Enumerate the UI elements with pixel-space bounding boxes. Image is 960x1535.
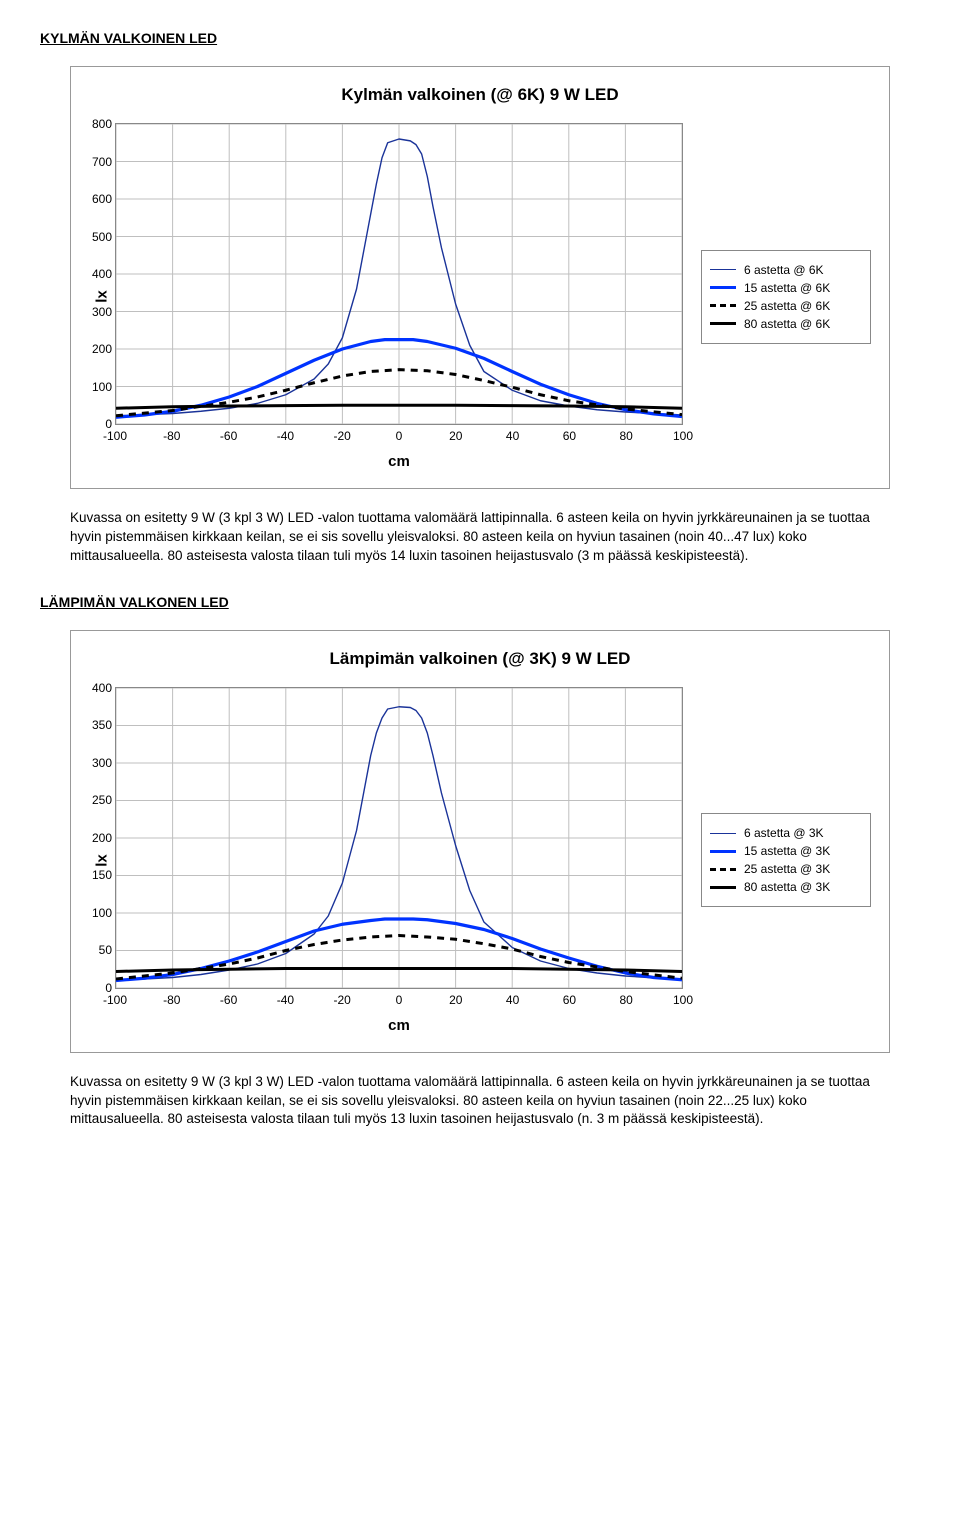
legend: 6 astetta @ 3K 15 astetta @ 3K 25 astetta … xyxy=(701,813,871,907)
legend-item: 80 astetta @ 6K xyxy=(710,317,862,331)
chart-container: Kylmän valkoinen (@ 6K) 9 W LEDlx0100200… xyxy=(70,66,890,489)
legend-item: 80 astetta @ 3K xyxy=(710,880,862,894)
x-tick: 80 xyxy=(620,429,633,443)
y-tick: 150 xyxy=(92,868,112,882)
legend-item: 6 astetta @ 3K xyxy=(710,826,862,840)
section-heading: LÄMPIMÄN VALKONEN LED xyxy=(40,594,920,610)
x-tick: -40 xyxy=(277,993,294,1007)
x-tick: 40 xyxy=(506,993,519,1007)
legend-label: 25 astetta @ 3K xyxy=(744,862,830,876)
chart-svg xyxy=(116,124,682,424)
legend-label: 25 astetta @ 6K xyxy=(744,299,830,313)
y-tick: 400 xyxy=(92,681,112,695)
x-tick: -40 xyxy=(277,429,294,443)
y-tick: 600 xyxy=(92,192,112,206)
x-tick: -100 xyxy=(103,993,127,1007)
caption-text: Kuvassa on esitetty 9 W (3 kpl 3 W) LED … xyxy=(70,509,890,566)
legend-swatch xyxy=(710,868,736,871)
legend-item: 15 astetta @ 6K xyxy=(710,281,862,295)
y-tick: 350 xyxy=(92,718,112,732)
legend-item: 6 astetta @ 6K xyxy=(710,263,862,277)
legend-label: 15 astetta @ 3K xyxy=(744,844,830,858)
chart-title: Kylmän valkoinen (@ 6K) 9 W LED xyxy=(89,85,871,105)
y-tick: 300 xyxy=(92,305,112,319)
legend-swatch xyxy=(710,286,736,289)
legend-box: 6 astetta @ 3K 15 astetta @ 3K 25 astetta … xyxy=(701,813,871,907)
x-tick-labels: -100-80-60-40-20020406080100 xyxy=(115,429,683,447)
legend-label: 80 astetta @ 6K xyxy=(744,317,830,331)
x-tick: 100 xyxy=(673,429,693,443)
legend-swatch xyxy=(710,833,736,834)
legend: 6 astetta @ 6K 15 astetta @ 6K 25 astetta … xyxy=(701,250,871,344)
chart-container: Lämpimän valkoinen (@ 3K) 9 W LEDlx05010… xyxy=(70,630,890,1053)
x-tick: 60 xyxy=(563,429,576,443)
y-tick-labels: 050100150200250300350400 xyxy=(78,688,112,988)
x-tick: 0 xyxy=(396,993,403,1007)
y-tick: 100 xyxy=(92,906,112,920)
section-heading: KYLMÄN VALKOINEN LED xyxy=(40,30,920,46)
legend-label: 15 astetta @ 6K xyxy=(744,281,830,295)
chart-body: lx0100200300400500600700800-100-80-60-40… xyxy=(89,123,871,470)
chart-title: Lämpimän valkoinen (@ 3K) 9 W LED xyxy=(89,649,871,669)
legend-label: 6 astetta @ 6K xyxy=(744,263,824,277)
x-tick: -20 xyxy=(334,429,351,443)
y-tick: 50 xyxy=(99,943,112,957)
x-tick: -80 xyxy=(163,993,180,1007)
x-tick: 80 xyxy=(620,993,633,1007)
legend-item: 25 astetta @ 3K xyxy=(710,862,862,876)
y-tick: 500 xyxy=(92,230,112,244)
x-tick: -60 xyxy=(220,429,237,443)
x-tick: 20 xyxy=(449,993,462,1007)
x-tick: 100 xyxy=(673,993,693,1007)
y-tick: 200 xyxy=(92,831,112,845)
x-tick-labels: -100-80-60-40-20020406080100 xyxy=(115,993,683,1011)
legend-swatch xyxy=(710,304,736,307)
plot-area: 050100150200250300350400 xyxy=(115,687,683,989)
legend-label: 6 astetta @ 3K xyxy=(744,826,824,840)
x-tick: -80 xyxy=(163,429,180,443)
chart-svg xyxy=(116,688,682,988)
legend-swatch xyxy=(710,850,736,853)
x-axis-label: cm xyxy=(115,453,683,470)
y-tick-labels: 0100200300400500600700800 xyxy=(78,124,112,424)
y-tick: 700 xyxy=(92,155,112,169)
y-tick: 100 xyxy=(92,380,112,394)
legend-box: 6 astetta @ 6K 15 astetta @ 6K 25 astetta … xyxy=(701,250,871,344)
legend-swatch xyxy=(710,322,736,325)
y-tick: 200 xyxy=(92,342,112,356)
y-tick: 250 xyxy=(92,793,112,807)
plot-area: 0100200300400500600700800 xyxy=(115,123,683,425)
x-tick: 0 xyxy=(396,429,403,443)
legend-item: 25 astetta @ 6K xyxy=(710,299,862,313)
legend-item: 15 astetta @ 3K xyxy=(710,844,862,858)
y-tick: 800 xyxy=(92,117,112,131)
chart-body: lx050100150200250300350400-100-80-60-40-… xyxy=(89,687,871,1034)
legend-label: 80 astetta @ 3K xyxy=(744,880,830,894)
x-tick: -20 xyxy=(334,993,351,1007)
legend-swatch xyxy=(710,269,736,270)
x-tick: 20 xyxy=(449,429,462,443)
x-tick: -100 xyxy=(103,429,127,443)
plot-column: 0100200300400500600700800-100-80-60-40-2… xyxy=(115,123,683,470)
y-tick: 400 xyxy=(92,267,112,281)
caption-text: Kuvassa on esitetty 9 W (3 kpl 3 W) LED … xyxy=(70,1073,890,1130)
x-tick: 40 xyxy=(506,429,519,443)
x-tick: -60 xyxy=(220,993,237,1007)
plot-column: 050100150200250300350400-100-80-60-40-20… xyxy=(115,687,683,1034)
y-tick: 300 xyxy=(92,756,112,770)
legend-swatch xyxy=(710,886,736,889)
x-axis-label: cm xyxy=(115,1017,683,1034)
x-tick: 60 xyxy=(563,993,576,1007)
